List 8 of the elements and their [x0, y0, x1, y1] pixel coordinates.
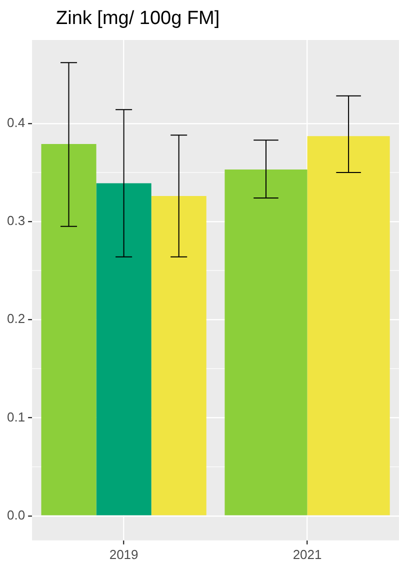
x-tick-label: 2019: [109, 546, 138, 562]
y-tick-label: 0.4: [6, 114, 26, 130]
y-tick-label: 0.2: [6, 311, 26, 326]
y-tick-label: 0.0: [6, 507, 26, 522]
y-tick-label: 0.3: [6, 213, 26, 228]
chart-title: Zink [mg/ 100g FM]: [56, 8, 220, 30]
x-tick-label: 2021: [292, 546, 322, 562]
y-tick-label: 0.1: [6, 409, 26, 424]
